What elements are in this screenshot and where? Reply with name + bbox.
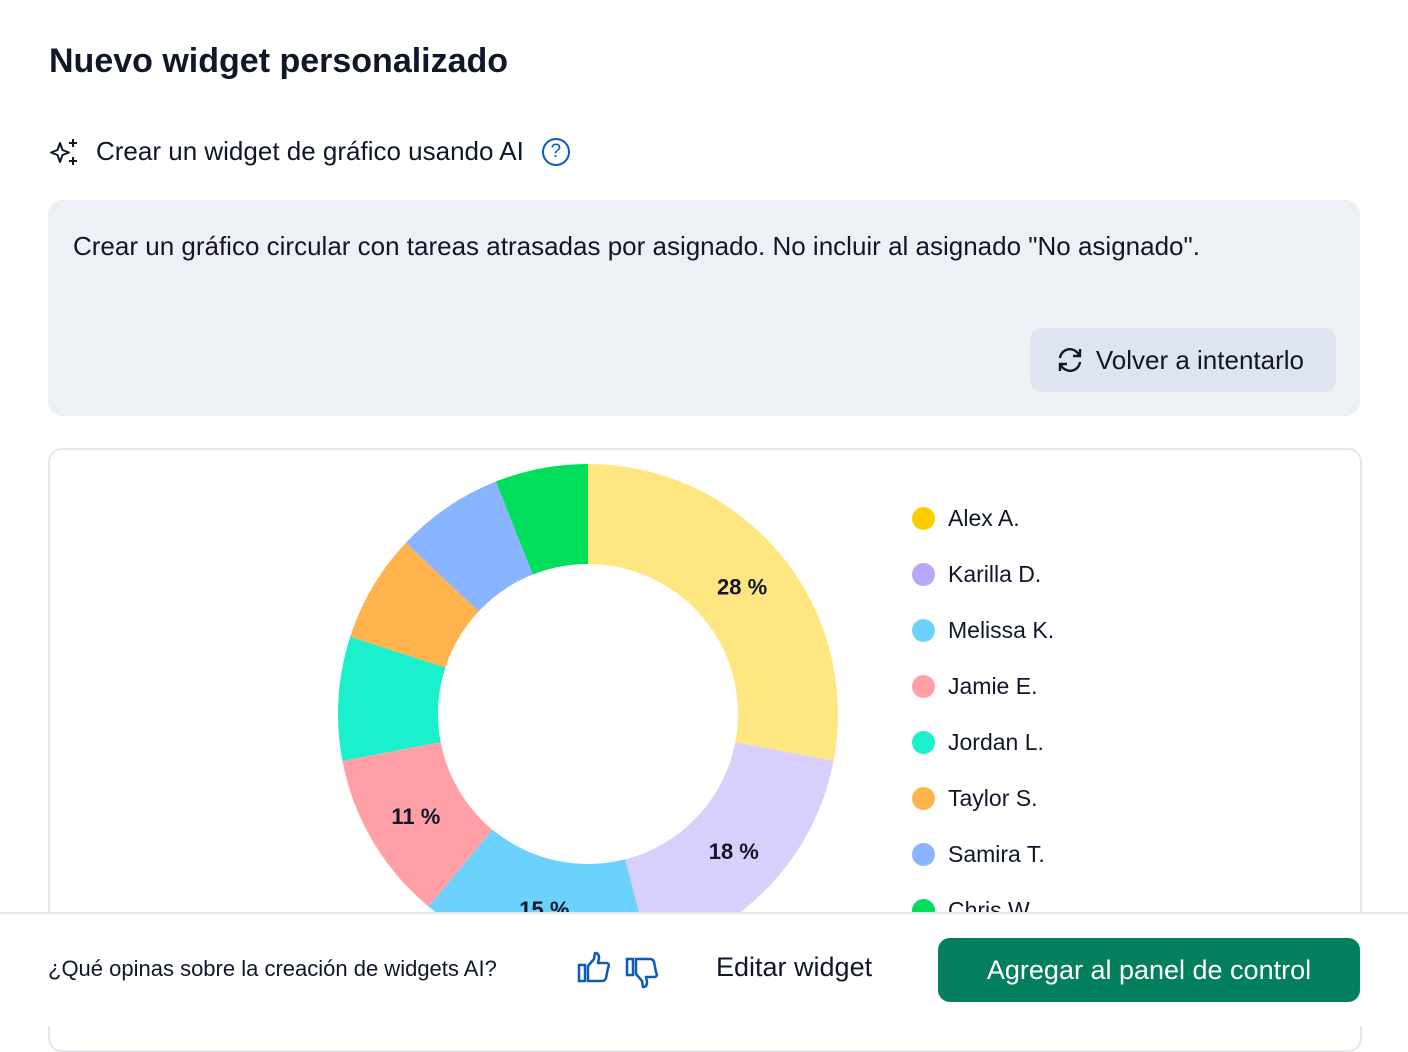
thumbs-down-icon[interactable] <box>624 954 660 990</box>
retry-label: Volver a intentarlo <box>1095 344 1304 375</box>
legend-item: Jordan L. <box>912 714 1054 770</box>
legend-label: Karilla D. <box>948 560 1042 587</box>
legend-item: Alex A. <box>912 490 1054 546</box>
ai-label: Crear un widget de gráfico usando AI <box>96 136 524 166</box>
ai-header: Crear un widget de gráfico usando AI ? <box>48 136 570 167</box>
pie-slice-jordan-l <box>338 636 446 761</box>
legend-label: Samira T. <box>948 840 1045 867</box>
sparkle-icon <box>50 138 77 165</box>
pie-slice-karilla-d <box>625 742 834 957</box>
legend-label: Melissa K. <box>948 616 1055 643</box>
legend-item: Karilla D. <box>912 546 1054 602</box>
pie-slice-taylor-s <box>350 542 479 668</box>
pie-slice-alex-a <box>588 464 839 761</box>
slice-value-label: 11 % <box>391 804 440 829</box>
thumbs-up-icon[interactable] <box>576 950 612 986</box>
legend-label: Jamie E. <box>948 672 1038 699</box>
slice-value-label: 18 % <box>709 839 759 864</box>
footer-bar: ¿Qué opinas sobre la creación de widgets… <box>0 912 1408 1026</box>
help-icon[interactable]: ? <box>541 137 570 166</box>
edit-widget-button[interactable]: Editar widget <box>716 952 873 982</box>
legend-label: Jordan L. <box>948 728 1044 755</box>
page-title: Nuevo widget personalizado <box>49 42 509 80</box>
legend-color-dot <box>912 730 935 754</box>
legend-item: Melissa K. <box>912 602 1054 658</box>
legend-label: Alex A. <box>948 504 1020 531</box>
add-to-dashboard-button[interactable]: Agregar al panel de control <box>938 938 1360 1002</box>
slice-value-label: 28 % <box>717 575 767 600</box>
legend-color-dot <box>912 506 935 530</box>
legend-item: Jamie E. <box>912 658 1054 714</box>
legend-color-dot <box>912 842 935 866</box>
legend-color-dot <box>912 786 935 810</box>
prompt-text: Crear un gráfico circular con tareas atr… <box>73 231 1200 261</box>
chart-legend: Alex A. Karilla D. Melissa K. Jamie E. Jorda… <box>912 490 1054 938</box>
legend-color-dot <box>912 618 935 642</box>
pie-slice-samira-t <box>405 481 533 612</box>
retry-button[interactable]: Volver a intentarlo <box>1029 328 1336 392</box>
legend-item: Samira T. <box>912 826 1054 882</box>
legend-label: Taylor S. <box>948 784 1038 811</box>
pie-slice-jamie-e <box>342 742 493 907</box>
legend-color-dot <box>912 562 935 586</box>
legend-color-dot <box>912 674 935 698</box>
feedback-question: ¿Qué opinas sobre la creación de widgets… <box>48 956 497 981</box>
legend-item: Taylor S. <box>912 770 1054 826</box>
pie-slice-chris-w <box>495 464 588 575</box>
prompt-box: Crear un gráfico circular con tareas atr… <box>48 200 1360 416</box>
refresh-icon <box>1058 348 1082 372</box>
